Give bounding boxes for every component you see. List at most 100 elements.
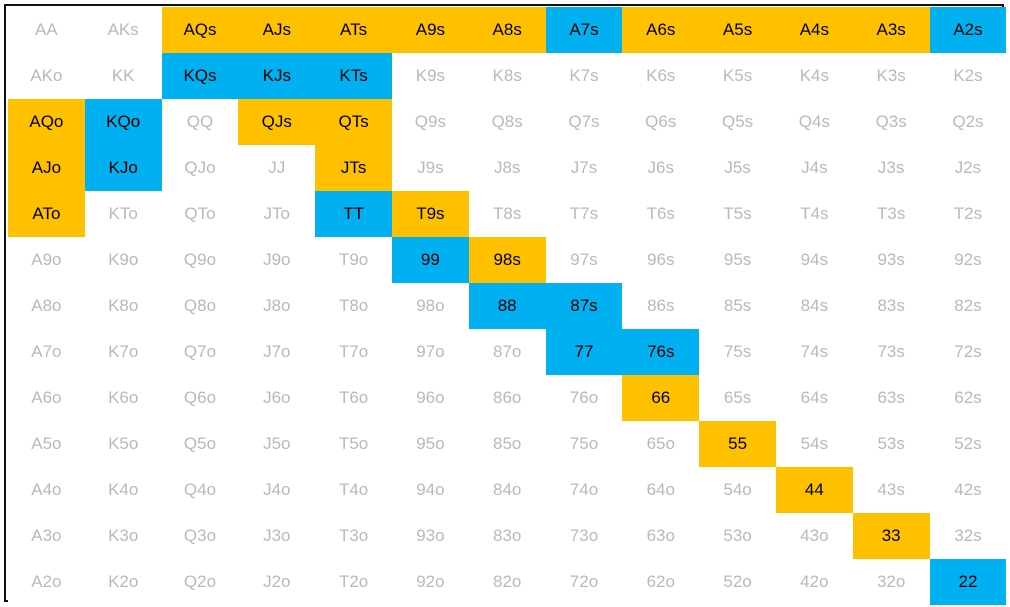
hand-cell[interactable]: J3o [238, 513, 316, 559]
hand-cell[interactable]: 64s [775, 375, 853, 421]
hand-cell[interactable]: Q6s [622, 99, 700, 145]
hand-cell[interactable]: 87s [545, 283, 623, 329]
hand-cell[interactable]: J3s [852, 145, 930, 191]
hand-cell[interactable]: A6s [622, 7, 700, 53]
hand-cell[interactable]: ATs [315, 7, 392, 53]
hand-cell[interactable]: 72s [929, 329, 1007, 375]
hand-cell[interactable]: T7s [545, 191, 623, 237]
hand-cell[interactable]: Q4o [161, 467, 239, 513]
hand-cell[interactable]: Q8o [161, 283, 239, 329]
hand-cell[interactable]: 73o [545, 513, 623, 559]
hand-cell[interactable]: 92s [929, 237, 1007, 283]
hand-cell[interactable]: A8s [468, 7, 546, 53]
hand-cell[interactable]: 75s [699, 329, 776, 375]
hand-cell[interactable]: T9o [315, 237, 392, 283]
hand-cell[interactable]: 76s [622, 329, 700, 375]
hand-cell[interactable]: J6s [622, 145, 700, 191]
hand-cell[interactable]: 93s [852, 237, 930, 283]
hand-cell[interactable]: K6o [84, 375, 162, 421]
hand-cell[interactable]: Q8s [468, 99, 546, 145]
hand-cell[interactable]: 65s [699, 375, 776, 421]
hand-cell[interactable]: A4o [8, 467, 85, 513]
hand-cell[interactable]: K9s [391, 53, 469, 99]
hand-cell[interactable]: A5o [8, 421, 85, 467]
hand-cell[interactable]: K3s [852, 53, 930, 99]
hand-cell[interactable]: Q3s [852, 99, 930, 145]
hand-cell[interactable]: K7s [545, 53, 623, 99]
hand-cell[interactable]: 95o [391, 421, 469, 467]
hand-cell[interactable]: JTo [238, 191, 316, 237]
hand-cell[interactable]: 62s [929, 375, 1007, 421]
hand-cell[interactable]: KJo [84, 145, 162, 191]
hand-cell[interactable]: 92o [391, 559, 469, 605]
hand-cell[interactable]: 87o [468, 329, 546, 375]
hand-cell[interactable]: A9s [391, 7, 469, 53]
hand-cell[interactable]: 73s [852, 329, 930, 375]
hand-cell[interactable]: 74s [775, 329, 853, 375]
hand-cell[interactable]: 97o [391, 329, 469, 375]
hand-cell[interactable]: K6s [622, 53, 700, 99]
hand-cell[interactable]: QTo [161, 191, 239, 237]
hand-cell[interactable]: 97s [545, 237, 623, 283]
hand-cell[interactable]: J8o [238, 283, 316, 329]
hand-cell[interactable]: Q5o [161, 421, 239, 467]
hand-cell[interactable]: J9o [238, 237, 316, 283]
hand-cell[interactable]: A2o [8, 559, 85, 605]
hand-cell[interactable]: 96s [622, 237, 700, 283]
hand-cell[interactable]: T3o [315, 513, 392, 559]
hand-cell[interactable]: A7o [8, 329, 85, 375]
hand-cell[interactable]: T3s [852, 191, 930, 237]
hand-cell[interactable]: 75o [545, 421, 623, 467]
hand-cell[interactable]: 98s [468, 237, 546, 283]
hand-cell[interactable]: T2s [929, 191, 1007, 237]
hand-cell[interactable]: TT [315, 191, 392, 237]
hand-cell[interactable]: 32s [929, 513, 1007, 559]
hand-cell[interactable]: 82s [929, 283, 1007, 329]
hand-cell[interactable]: KK [84, 53, 162, 99]
hand-cell[interactable]: 85o [468, 421, 546, 467]
hand-cell[interactable]: Q4s [775, 99, 853, 145]
hand-cell[interactable]: T6s [622, 191, 700, 237]
hand-cell[interactable]: A7s [545, 7, 623, 53]
hand-cell[interactable]: T9s [391, 191, 469, 237]
hand-cell[interactable]: 82o [468, 559, 546, 605]
hand-cell[interactable]: AKs [84, 7, 162, 53]
hand-cell[interactable]: AJs [238, 7, 316, 53]
hand-cell[interactable]: QQ [161, 99, 239, 145]
hand-cell[interactable]: T5s [699, 191, 776, 237]
hand-cell[interactable]: Q7s [545, 99, 623, 145]
hand-cell[interactable]: 62o [622, 559, 700, 605]
hand-cell[interactable]: 43o [775, 513, 853, 559]
hand-cell[interactable]: K4o [84, 467, 162, 513]
hand-cell[interactable]: K3o [84, 513, 162, 559]
hand-cell[interactable]: J5o [238, 421, 316, 467]
hand-cell[interactable]: 66 [622, 375, 700, 421]
hand-cell[interactable]: A5s [699, 7, 776, 53]
hand-cell[interactable]: KTo [84, 191, 162, 237]
hand-cell[interactable]: 22 [929, 559, 1007, 605]
hand-cell[interactable]: 83s [852, 283, 930, 329]
hand-cell[interactable]: 84o [468, 467, 546, 513]
hand-cell[interactable]: J4o [238, 467, 316, 513]
hand-cell[interactable]: 43s [852, 467, 930, 513]
hand-cell[interactable]: 55 [699, 421, 776, 467]
hand-cell[interactable]: A8o [8, 283, 85, 329]
hand-cell[interactable]: Q9o [161, 237, 239, 283]
hand-cell[interactable]: 93o [391, 513, 469, 559]
hand-cell[interactable]: 52s [929, 421, 1007, 467]
hand-cell[interactable]: J6o [238, 375, 316, 421]
hand-cell[interactable]: J2s [929, 145, 1007, 191]
hand-cell[interactable]: 42s [929, 467, 1007, 513]
hand-cell[interactable]: K5o [84, 421, 162, 467]
hand-cell[interactable]: K2s [929, 53, 1007, 99]
hand-cell[interactable]: 86o [468, 375, 546, 421]
hand-cell[interactable]: Q9s [391, 99, 469, 145]
hand-cell[interactable]: 63s [852, 375, 930, 421]
hand-cell[interactable]: AKo [8, 53, 85, 99]
hand-cell[interactable]: 94o [391, 467, 469, 513]
hand-cell[interactable]: T5o [315, 421, 392, 467]
hand-cell[interactable]: Q5s [699, 99, 776, 145]
hand-cell[interactable]: Q3o [161, 513, 239, 559]
hand-cell[interactable]: J7s [545, 145, 623, 191]
hand-cell[interactable]: 96o [391, 375, 469, 421]
